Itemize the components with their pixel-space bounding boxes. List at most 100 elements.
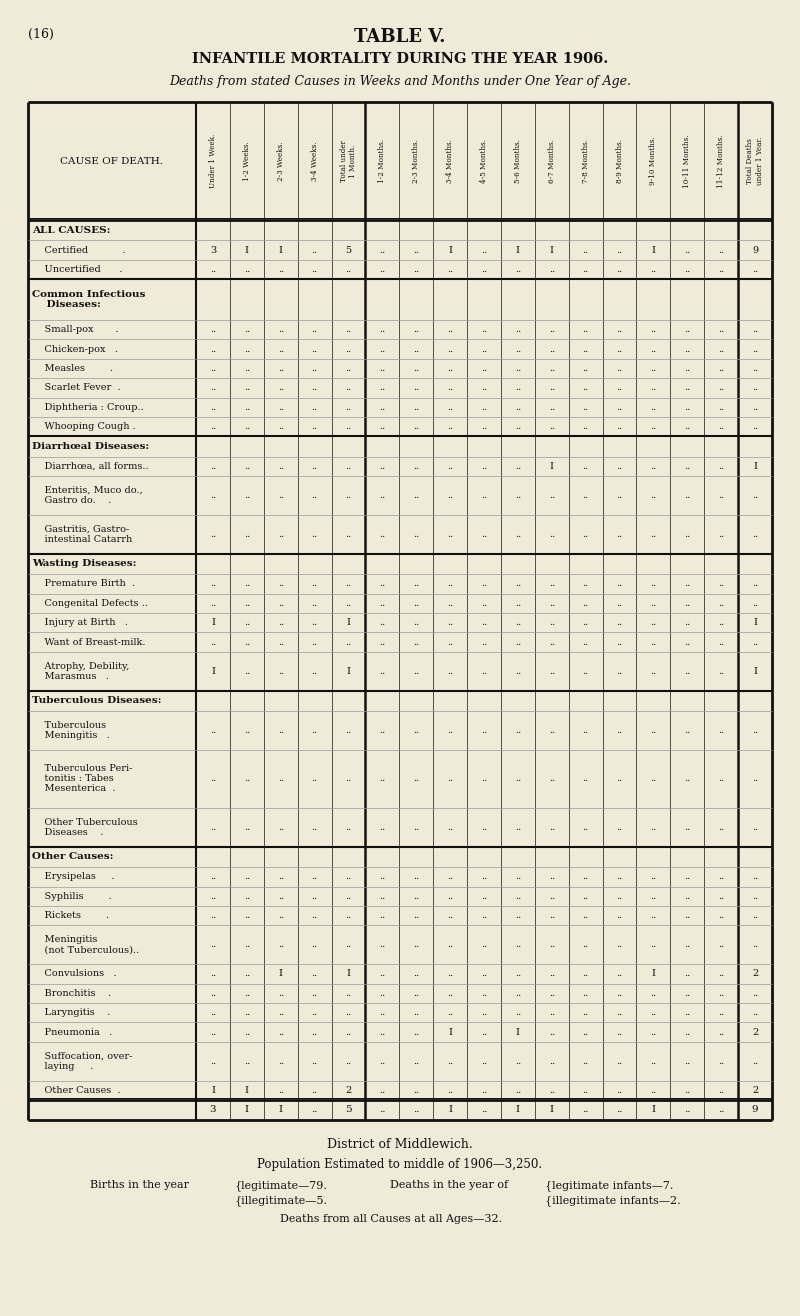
Text: ..: .. [684,988,690,998]
Text: ..: .. [481,774,487,783]
Text: ..: .. [447,265,454,274]
Text: ..: .. [210,940,216,949]
Text: ..: .. [244,970,250,978]
Text: ..: .. [582,637,589,646]
Text: ..: .. [549,873,555,882]
Text: ..: .. [379,265,386,274]
Text: ..: .. [379,970,386,978]
Text: 10-11 Months.: 10-11 Months. [683,134,691,188]
Text: ..: .. [718,383,724,392]
Text: ..: .. [582,892,589,900]
Text: ..: .. [413,422,419,432]
Text: ..: .. [684,822,690,832]
Text: ..: .. [617,619,622,628]
Text: 5: 5 [345,1105,352,1115]
Text: ..: .. [210,911,216,920]
Text: Scarlet Fever  .: Scarlet Fever . [32,383,121,392]
Text: ..: .. [650,579,657,588]
Text: ..: .. [346,726,351,734]
Text: ..: .. [582,1086,589,1095]
Text: ..: .. [379,988,386,998]
Text: ..: .. [346,911,351,920]
Text: ..: .. [311,940,318,949]
Text: ..: .. [244,667,250,675]
Text: ..: .. [718,403,724,412]
Text: ..: .. [514,265,521,274]
Text: ..: .. [413,530,419,538]
Text: ..: .. [413,637,419,646]
Text: ..: .. [582,822,589,832]
Text: ..: .. [650,940,657,949]
Text: ..: .. [514,1086,521,1095]
Text: 9: 9 [752,1105,758,1115]
Text: 2: 2 [752,1086,758,1095]
Text: ..: .. [650,1086,657,1095]
Text: ..: .. [514,345,521,354]
Text: ..: .. [311,579,318,588]
Text: ..: .. [311,599,318,608]
Text: ..: .. [481,265,487,274]
Text: ..: .. [379,579,386,588]
Text: ..: .. [684,1008,690,1017]
Text: ..: .. [752,579,758,588]
Text: ..: .. [413,970,419,978]
Text: ..: .. [650,365,657,372]
Text: ..: .. [718,530,724,538]
Text: ..: .. [617,637,622,646]
Text: ..: .. [718,246,724,254]
Text: ..: .. [650,1057,657,1066]
Text: ..: .. [311,911,318,920]
Text: ..: .. [413,873,419,882]
Text: ..: .. [278,462,284,471]
Text: ..: .. [617,892,622,900]
Text: ..: .. [684,599,690,608]
Text: ..: .. [447,383,454,392]
Text: ..: .. [582,462,589,471]
Text: Injury at Birth   .: Injury at Birth . [32,619,128,628]
Text: 2: 2 [752,1028,758,1037]
Text: ..: .. [413,774,419,783]
Text: ..: .. [514,530,521,538]
Text: ..: .. [481,1105,487,1115]
Text: ..: .. [684,892,690,900]
Text: ..: .. [413,462,419,471]
Text: ..: .. [684,1086,690,1095]
Text: ..: .. [447,637,454,646]
Text: ..: .. [481,599,487,608]
Text: ..: .. [379,599,386,608]
Text: ..: .. [311,970,318,978]
Text: ..: .. [379,422,386,432]
Text: ..: .. [413,345,419,354]
Text: ..: .. [278,530,284,538]
Text: ..: .. [413,822,419,832]
Text: ..: .. [752,988,758,998]
Text: I: I [753,667,757,675]
Text: ..: .. [481,667,487,675]
Text: 3-4 Weeks.: 3-4 Weeks. [310,141,318,180]
Text: ..: .. [549,970,555,978]
Text: ..: .. [278,1057,284,1066]
Text: ..: .. [447,822,454,832]
Text: Population Estimated to middle of 1906—3,250.: Population Estimated to middle of 1906—3… [258,1158,542,1171]
Text: ..: .. [311,325,318,334]
Text: Total Deaths
under 1 Year.: Total Deaths under 1 Year. [746,137,764,186]
Text: ..: .. [278,579,284,588]
Text: ..: .. [278,940,284,949]
Text: 9-10 Months.: 9-10 Months. [650,137,658,186]
Text: ..: .. [617,970,622,978]
Text: ..: .. [379,491,386,500]
Text: ..: .. [514,383,521,392]
Text: Deaths from all Causes at all Ages—32.: Deaths from all Causes at all Ages—32. [280,1213,502,1224]
Text: ..: .. [650,422,657,432]
Text: ..: .. [617,579,622,588]
Text: INFANTILE MORTALITY DURING THE YEAR 1906.: INFANTILE MORTALITY DURING THE YEAR 1906… [192,53,608,66]
Text: ..: .. [684,940,690,949]
Text: ..: .. [346,599,351,608]
Text: ..: .. [684,726,690,734]
Text: ..: .. [244,1008,250,1017]
Text: ..: .. [718,822,724,832]
Text: ..: .. [752,637,758,646]
Text: ..: .. [582,365,589,372]
Text: ..: .. [549,822,555,832]
Text: ..: .. [617,667,622,675]
